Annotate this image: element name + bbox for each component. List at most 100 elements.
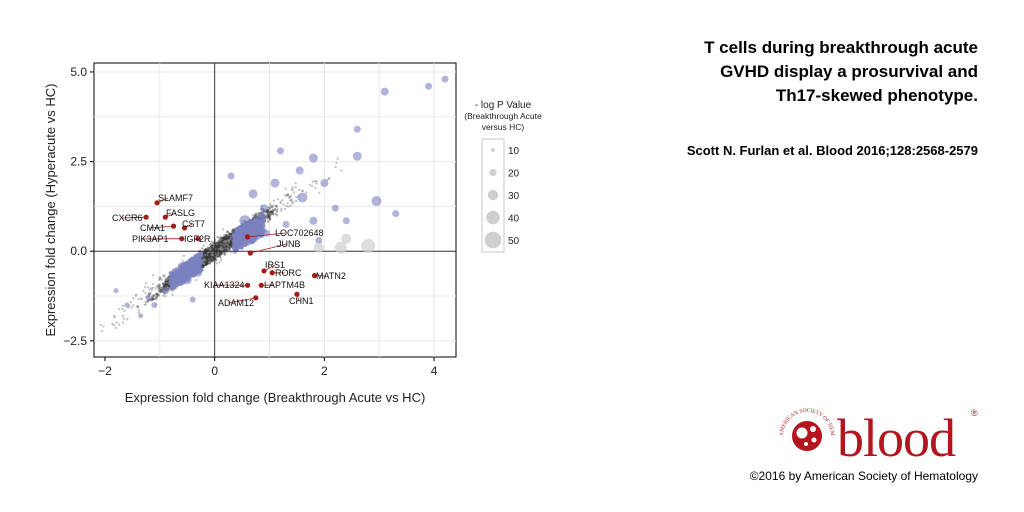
data-point [221, 251, 224, 254]
data-point [290, 202, 294, 205]
data-point [202, 244, 205, 248]
data-point [291, 189, 294, 192]
data-point [220, 248, 223, 251]
data-point [315, 182, 318, 185]
highlight-point [352, 151, 362, 161]
data-point [148, 288, 151, 291]
highlight-point [308, 153, 318, 163]
data-point [328, 177, 331, 180]
grey-point [313, 242, 324, 253]
data-point [215, 254, 218, 257]
highlight-point [353, 125, 361, 133]
data-point [227, 248, 230, 252]
data-point [121, 307, 124, 311]
data-point [204, 253, 207, 256]
data-point [291, 185, 294, 189]
highlight-point [297, 192, 308, 203]
data-point [144, 301, 147, 304]
title-line-2: GVHD display a prosurvival and [720, 62, 978, 81]
gene-label: ADAM12 [218, 298, 254, 308]
highlight-point [392, 210, 400, 218]
data-point [151, 286, 155, 289]
x-axis-label: Expression fold change (Breakthrough Acu… [125, 390, 426, 405]
data-point [271, 208, 274, 211]
data-point [275, 213, 278, 216]
highlight-point [169, 274, 175, 280]
grey-point [361, 238, 376, 253]
y-tick-label: 5.0 [70, 65, 87, 79]
x-tick-label: 2 [321, 364, 328, 378]
data-point [206, 246, 209, 249]
data-point [208, 258, 211, 261]
data-point [226, 244, 229, 247]
data-point [150, 288, 153, 292]
data-point [136, 305, 140, 309]
highlight-point [248, 189, 258, 199]
y-tick-label: 0.0 [70, 244, 87, 258]
data-point [164, 295, 167, 298]
gridlines [94, 63, 456, 357]
legend-label: 50 [508, 236, 520, 247]
data-point [159, 290, 162, 293]
grey-point [334, 241, 347, 254]
x-tick-label: −2 [98, 364, 112, 378]
data-point [267, 212, 271, 215]
data-point [223, 244, 226, 248]
data-point [253, 216, 256, 219]
data-point [226, 234, 230, 237]
copyright: ©2016 by American Society of Hematology [749, 469, 978, 483]
leader-line [227, 297, 256, 304]
blood-journal-logo[interactable]: AMERICAN SOCIETY OF HEMATOLOGY blood ® [775, 404, 980, 464]
data-point [298, 188, 301, 191]
data-point [284, 204, 287, 207]
data-point [219, 256, 223, 260]
data-point [144, 303, 147, 306]
gene-point [247, 250, 253, 256]
data-point [226, 230, 229, 234]
highlight-point [342, 217, 350, 225]
data-point [335, 161, 338, 164]
highlight-point [270, 178, 280, 188]
highlight-point [181, 271, 187, 277]
data-point [315, 180, 318, 183]
data-point [207, 261, 210, 264]
data-point [111, 322, 114, 326]
highlight-point [260, 204, 269, 213]
data-point [218, 235, 222, 238]
highlight-point [263, 229, 271, 237]
blood-drop-icon [792, 421, 822, 451]
highlight-point [276, 147, 284, 155]
legend-label: 40 [508, 214, 520, 225]
data-point [166, 278, 169, 281]
data-point [284, 187, 287, 190]
gene-label: SLAMF7 [158, 193, 193, 203]
data-point [211, 241, 215, 244]
data-point [113, 316, 116, 319]
data-point [126, 318, 129, 321]
data-point [160, 286, 163, 289]
data-point [269, 204, 272, 207]
data-point [224, 247, 227, 250]
data-point [101, 329, 104, 333]
data-point [225, 243, 228, 246]
data-point [220, 238, 223, 241]
data-point [275, 204, 278, 208]
highlighted-points [113, 75, 449, 319]
title-line-3: Th17-skewed phenotype. [775, 86, 978, 105]
highlight-point [173, 271, 179, 277]
data-point [294, 182, 297, 185]
data-point [295, 199, 298, 203]
data-point [267, 220, 270, 224]
data-point [135, 293, 138, 296]
data-point [211, 254, 214, 257]
citation: Scott N. Furlan et al. Blood 2016;128:25… [686, 143, 978, 158]
data-point [222, 234, 225, 237]
data-point [142, 289, 145, 293]
highlight-point [151, 302, 158, 309]
data-point [228, 245, 231, 248]
highlight-point [124, 302, 130, 308]
zero-lines [94, 63, 456, 357]
data-point [156, 285, 159, 288]
data-point [215, 262, 218, 265]
data-point [121, 304, 125, 307]
